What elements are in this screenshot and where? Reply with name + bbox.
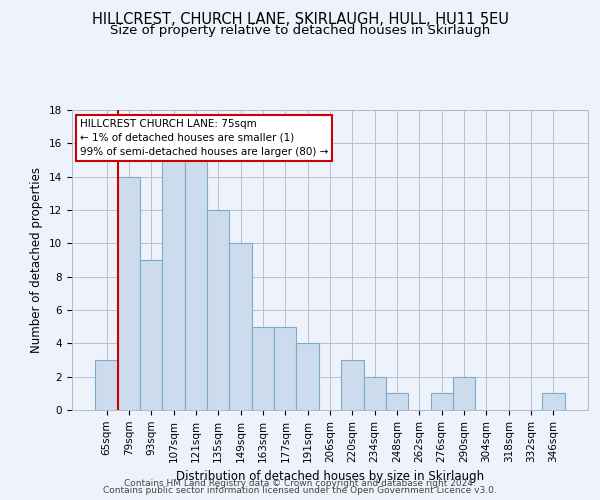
Text: Contains public sector information licensed under the Open Government Licence v3: Contains public sector information licen…: [103, 486, 497, 495]
Text: HILLCREST, CHURCH LANE, SKIRLAUGH, HULL, HU11 5EU: HILLCREST, CHURCH LANE, SKIRLAUGH, HULL,…: [92, 12, 508, 28]
Bar: [364, 376, 386, 410]
Bar: [274, 326, 296, 410]
Bar: [95, 360, 118, 410]
Bar: [296, 344, 319, 410]
Bar: [453, 376, 475, 410]
Text: Contains HM Land Registry data © Crown copyright and database right 2024.: Contains HM Land Registry data © Crown c…: [124, 478, 476, 488]
Bar: [252, 326, 274, 410]
Y-axis label: Number of detached properties: Number of detached properties: [31, 167, 43, 353]
Bar: [386, 394, 408, 410]
Bar: [140, 260, 163, 410]
Bar: [118, 176, 140, 410]
Text: Size of property relative to detached houses in Skirlaugh: Size of property relative to detached ho…: [110, 24, 490, 37]
Bar: [229, 244, 252, 410]
Bar: [163, 160, 185, 410]
Bar: [431, 394, 453, 410]
Text: HILLCREST CHURCH LANE: 75sqm
← 1% of detached houses are smaller (1)
99% of semi: HILLCREST CHURCH LANE: 75sqm ← 1% of det…: [80, 119, 328, 157]
X-axis label: Distribution of detached houses by size in Skirlaugh: Distribution of detached houses by size …: [176, 470, 484, 483]
Bar: [542, 394, 565, 410]
Bar: [341, 360, 364, 410]
Bar: [185, 160, 207, 410]
Bar: [207, 210, 229, 410]
